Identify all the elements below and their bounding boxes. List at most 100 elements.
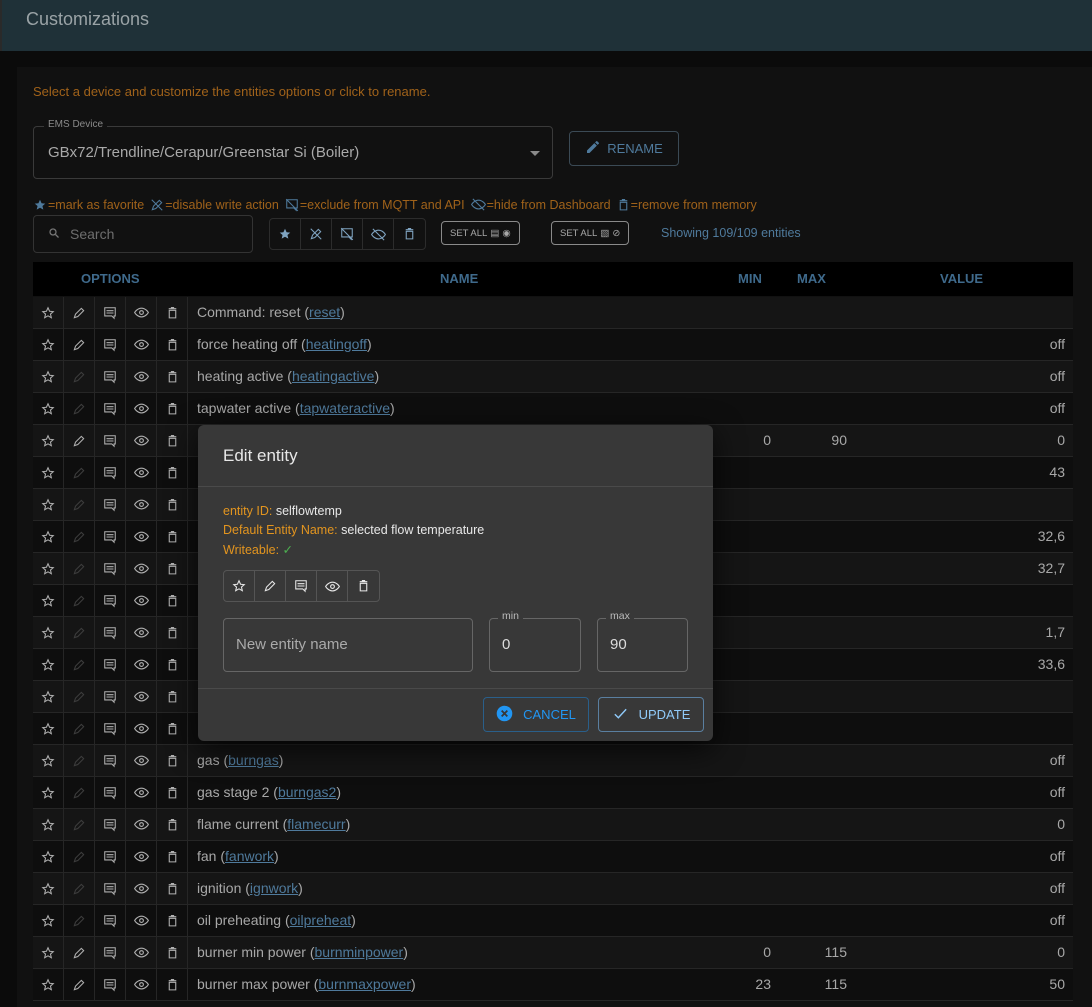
eye-icon[interactable] [126, 393, 157, 424]
comment-icon[interactable] [95, 521, 126, 552]
delete-icon[interactable] [157, 553, 188, 584]
delete-icon[interactable] [157, 745, 188, 776]
col-min[interactable]: MIN [738, 271, 762, 286]
pencil-icon[interactable] [64, 841, 95, 872]
pencil-icon[interactable] [64, 361, 95, 392]
star-icon[interactable] [33, 617, 64, 648]
pencil-icon[interactable] [64, 585, 95, 616]
eye-icon[interactable] [126, 873, 157, 904]
comment-icon[interactable] [95, 841, 126, 872]
table-row[interactable]: burner min power (burnminpower) 0 115 0 [33, 937, 1073, 969]
eye-icon[interactable] [317, 571, 348, 601]
eye-icon[interactable] [126, 905, 157, 936]
star-icon[interactable] [33, 969, 64, 1000]
set-all-button-1[interactable]: SET ALL ▤ ◉ [441, 221, 520, 245]
entity-id-link[interactable]: burngas2 [277, 784, 337, 800]
cancel-button[interactable]: CANCEL [483, 697, 589, 732]
pencil-icon[interactable] [64, 905, 95, 936]
delete-icon[interactable] [157, 969, 188, 1000]
pencil-icon[interactable] [64, 617, 95, 648]
table-row[interactable]: flame current (flamecurr) 0 [33, 809, 1073, 841]
star-filled-icon[interactable] [270, 219, 301, 249]
entity-id-link[interactable]: reset [309, 304, 341, 320]
pencil-icon[interactable] [255, 571, 286, 601]
comment-icon[interactable] [95, 937, 126, 968]
delete-icon[interactable] [157, 713, 188, 744]
min-input[interactable]: min 0 [489, 610, 581, 672]
ems-device-select[interactable]: EMS Device GBx72/Trendline/Cerapur/Green… [33, 119, 553, 179]
table-row[interactable]: ignition (ignwork) off [33, 873, 1073, 905]
delete-icon[interactable] [348, 571, 379, 601]
star-icon[interactable] [33, 681, 64, 712]
star-icon[interactable] [33, 649, 64, 680]
star-icon[interactable] [33, 521, 64, 552]
pencil-icon[interactable] [64, 873, 95, 904]
eye-icon[interactable] [126, 617, 157, 648]
entity-id-link[interactable]: flamecurr [287, 816, 346, 832]
pencil-icon[interactable] [64, 297, 95, 328]
delete-icon[interactable] [157, 905, 188, 936]
comments-disabled-icon[interactable] [332, 219, 363, 249]
pencil-icon[interactable] [64, 969, 95, 1000]
comment-icon[interactable] [95, 425, 126, 456]
comment-icon[interactable] [95, 905, 126, 936]
eye-icon[interactable] [126, 745, 157, 776]
comment-icon[interactable] [95, 457, 126, 488]
pencil-icon[interactable] [64, 553, 95, 584]
entity-id-link[interactable]: ignwork [249, 880, 299, 896]
table-row[interactable]: tapwater active (tapwateractive) off [33, 393, 1073, 425]
star-icon[interactable] [33, 809, 64, 840]
delete-icon[interactable] [157, 585, 188, 616]
eye-icon[interactable] [126, 713, 157, 744]
entity-id-link[interactable]: tapwateractive [299, 400, 390, 416]
comment-icon[interactable] [95, 745, 126, 776]
delete-icon[interactable] [394, 219, 425, 249]
comment-icon[interactable] [95, 649, 126, 680]
pencil-icon[interactable] [64, 681, 95, 712]
pencil-icon[interactable] [64, 777, 95, 808]
star-icon[interactable] [33, 329, 64, 360]
star-icon[interactable] [33, 585, 64, 616]
comment-icon[interactable] [95, 969, 126, 1000]
pencil-icon[interactable] [64, 425, 95, 456]
eye-icon[interactable] [126, 297, 157, 328]
delete-icon[interactable] [157, 937, 188, 968]
eye-icon[interactable] [126, 329, 157, 360]
eye-icon[interactable] [126, 521, 157, 552]
set-all-button-2[interactable]: SET ALL ▧ ⊘ [551, 221, 630, 245]
pencil-icon[interactable] [64, 329, 95, 360]
entity-name-input[interactable]: New entity name [223, 618, 473, 672]
star-icon[interactable] [33, 937, 64, 968]
delete-icon[interactable] [157, 809, 188, 840]
eye-icon[interactable] [126, 649, 157, 680]
eye-icon[interactable] [126, 809, 157, 840]
star-icon[interactable] [33, 393, 64, 424]
delete-icon[interactable] [157, 841, 188, 872]
comment-icon[interactable] [95, 489, 126, 520]
eye-icon[interactable] [126, 841, 157, 872]
star-icon[interactable] [33, 745, 64, 776]
entity-id-link[interactable]: burnmaxpower [318, 976, 411, 992]
delete-icon[interactable] [157, 521, 188, 552]
table-row[interactable]: force heating off (heatingoff) off [33, 329, 1073, 361]
delete-icon[interactable] [157, 617, 188, 648]
star-icon[interactable] [33, 361, 64, 392]
delete-icon[interactable] [157, 393, 188, 424]
eye-icon[interactable] [126, 969, 157, 1000]
table-row[interactable]: oil preheating (oilpreheat) off [33, 905, 1073, 937]
star-icon[interactable] [33, 905, 64, 936]
comment-icon[interactable] [95, 361, 126, 392]
comment-icon[interactable] [95, 553, 126, 584]
comment-icon[interactable] [95, 393, 126, 424]
table-row[interactable]: heating active (heatingactive) off [33, 361, 1073, 393]
entity-id-link[interactable]: fanwork [225, 848, 275, 864]
table-row[interactable]: gas stage 2 (burngas2) off [33, 777, 1073, 809]
delete-icon[interactable] [157, 681, 188, 712]
delete-icon[interactable] [157, 649, 188, 680]
pencil-icon[interactable] [64, 809, 95, 840]
pencil-icon[interactable] [64, 745, 95, 776]
delete-icon[interactable] [157, 425, 188, 456]
visibility-off-icon[interactable] [363, 219, 394, 249]
delete-icon[interactable] [157, 329, 188, 360]
table-row[interactable]: fan (fanwork) off [33, 841, 1073, 873]
